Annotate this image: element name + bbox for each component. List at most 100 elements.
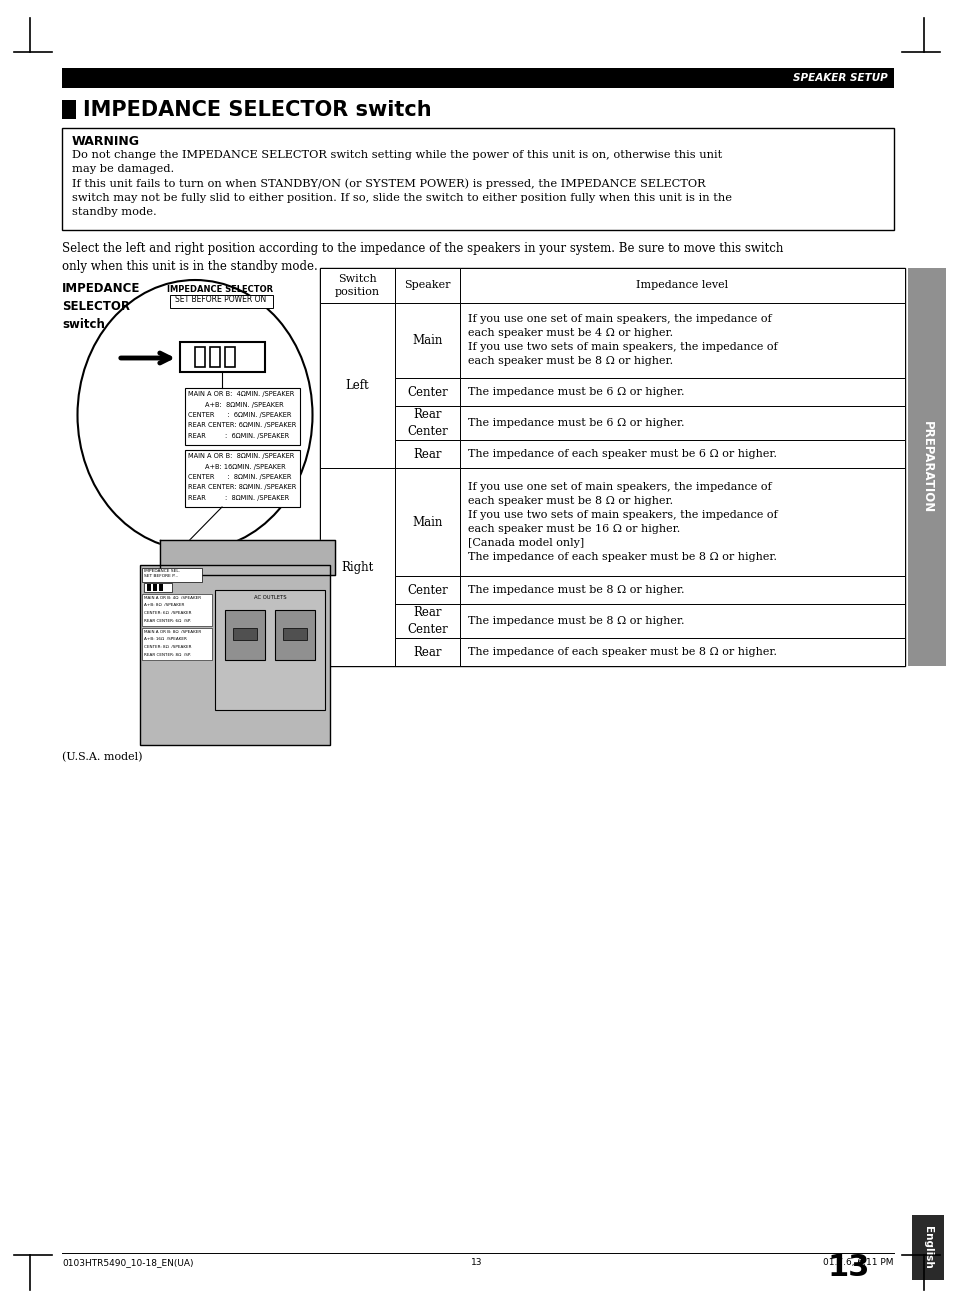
Bar [142,628,212,660]
Text: SPEAKER SETUP: SPEAKER SETUP [792,73,887,84]
Text: English: English [923,1226,932,1269]
Text: MAIN A OR B: 8Ω  /SPEAKER: MAIN A OR B: 8Ω /SPEAKER [144,629,201,633]
Bar [319,268,904,666]
Bar [395,576,459,603]
Text: SET BEFORE POWER ON: SET BEFORE POWER ON [175,295,266,304]
Bar [233,628,256,640]
Bar [395,440,459,468]
Bar [395,303,459,377]
Text: MAIN A OR B:  8ΩMIN. /SPEAKER: MAIN A OR B: 8ΩMIN. /SPEAKER [188,453,294,458]
Text: The impedance of each speaker must be 6 Ω or higher.: The impedance of each speaker must be 6 … [468,449,776,458]
Text: The impedance must be 6 Ω or higher.: The impedance must be 6 Ω or higher. [468,418,684,428]
Text: A+B: 16ΩMIN. /SPEAKER: A+B: 16ΩMIN. /SPEAKER [188,464,286,469]
Text: PREPARATION: PREPARATION [920,421,933,513]
Bar [144,582,172,592]
Text: A+B: 16Ω  /SPEAKER: A+B: 16Ω /SPEAKER [144,637,187,641]
Text: Rear: Rear [413,645,441,658]
Text: A+B:  8ΩMIN. /SPEAKER: A+B: 8ΩMIN. /SPEAKER [188,401,283,407]
Bar [459,406,904,440]
Bar [159,584,163,592]
Text: REAR         :  6ΩMIN. /SPEAKER: REAR : 6ΩMIN. /SPEAKER [188,434,289,439]
Text: CENTER: 8Ω  /SPEAKER: CENTER: 8Ω /SPEAKER [144,645,192,649]
Text: Center: Center [407,584,447,597]
Text: The impedance of each speaker must be 8 Ω or higher.: The impedance of each speaker must be 8 … [468,646,776,657]
Bar [194,347,205,367]
Text: Do not change the IMPEDANCE SELECTOR switch setting while the power of this unit: Do not change the IMPEDANCE SELECTOR swi… [71,150,721,174]
Text: Left: Left [345,379,369,392]
Bar [170,295,273,308]
Bar [319,268,395,303]
Polygon shape [160,539,335,575]
Text: IMPEDANCE
SELECTOR
switch: IMPEDANCE SELECTOR switch [62,282,140,330]
Bar [180,342,265,372]
Text: Switch
position: Switch position [335,274,379,296]
Bar [395,603,459,639]
Text: Rear
Center: Rear Center [407,407,447,438]
Text: IMPEDANCE SELECTOR: IMPEDANCE SELECTOR [167,285,273,294]
Text: CENTER: 6Ω  /SPEAKER: CENTER: 6Ω /SPEAKER [144,611,192,615]
Text: Rear: Rear [413,448,441,461]
Text: MAIN A OR B:  4ΩMIN. /SPEAKER: MAIN A OR B: 4ΩMIN. /SPEAKER [188,390,294,397]
Bar [185,388,299,445]
Bar [142,568,202,582]
Bar [459,639,904,666]
Bar [911,1215,943,1280]
Bar [459,268,904,303]
Bar [142,594,212,626]
Text: REAR CENTER: 8Ω  /SP.: REAR CENTER: 8Ω /SP. [144,653,191,657]
Bar [62,128,893,230]
Text: If this unit fails to turn on when STANDBY/ON (or SYSTEM POWER) is pressed, the : If this unit fails to turn on when STAND… [71,178,731,217]
Bar [395,639,459,666]
Text: REAR CENTER: 8ΩMIN. /SPEAKER: REAR CENTER: 8ΩMIN. /SPEAKER [188,485,296,491]
Text: If you use one set of main speakers, the impedance of
each speaker must be 4 Ω o: If you use one set of main speakers, the… [468,315,777,367]
Bar [62,68,893,88]
Text: Speaker: Speaker [404,281,450,290]
Bar [459,377,904,406]
Text: REAR CENTER: 6Ω  /SP.: REAR CENTER: 6Ω /SP. [144,619,191,623]
Bar [274,610,314,660]
Text: Impedance level: Impedance level [636,281,728,290]
Text: The impedance must be 6 Ω or higher.: The impedance must be 6 Ω or higher. [468,387,684,397]
Text: SET BEFORE P...: SET BEFORE P... [144,575,178,579]
Bar [459,576,904,603]
Text: CENTER      :  8ΩMIN. /SPEAKER: CENTER : 8ΩMIN. /SPEAKER [188,474,292,481]
Bar [152,584,157,592]
Bar [147,584,151,592]
Bar [283,628,307,640]
Text: The impedance must be 8 Ω or higher.: The impedance must be 8 Ω or higher. [468,616,684,626]
Text: CENTER      :  6ΩMIN. /SPEAKER: CENTER : 6ΩMIN. /SPEAKER [188,411,292,418]
Text: 13: 13 [827,1254,869,1282]
Bar [185,451,299,507]
Text: Rear
Center: Rear Center [407,606,447,636]
Bar [395,468,459,576]
Text: Center: Center [407,385,447,398]
Bar [395,268,459,303]
Text: Select the left and right position according to the impedance of the speakers in: Select the left and right position accor… [62,242,782,273]
Bar [319,303,395,468]
Bar [459,303,904,377]
Text: Right: Right [341,560,374,573]
Text: 0103HTR5490_10-18_EN(UA): 0103HTR5490_10-18_EN(UA) [62,1258,193,1267]
Bar [225,610,265,660]
Bar [907,268,945,666]
Bar [395,406,459,440]
Text: AC OUTLETS: AC OUTLETS [253,596,286,599]
Text: The impedance must be 8 Ω or higher.: The impedance must be 8 Ω or higher. [468,585,684,596]
Text: IMPEDANCE SELECTOR switch: IMPEDANCE SELECTOR switch [83,101,431,120]
Bar [225,347,234,367]
Bar [62,101,76,119]
Text: If you use one set of main speakers, the impedance of
each speaker must be 8 Ω o: If you use one set of main speakers, the… [468,482,777,562]
Text: (U.S.A. model): (U.S.A. model) [62,752,142,763]
Text: A+B: 8Ω  /SPEAKER: A+B: 8Ω /SPEAKER [144,603,184,607]
Text: REAR         :  8ΩMIN. /SPEAKER: REAR : 8ΩMIN. /SPEAKER [188,495,289,502]
Text: Main: Main [412,516,442,529]
Text: WARNING: WARNING [71,135,140,148]
Text: 13: 13 [471,1258,482,1267]
Bar [459,603,904,639]
Bar [395,377,459,406]
Bar [459,468,904,576]
Text: 01.7.6, 6:11 PM: 01.7.6, 6:11 PM [822,1258,893,1267]
Bar [459,440,904,468]
Text: Main: Main [412,334,442,347]
Bar [140,565,330,744]
